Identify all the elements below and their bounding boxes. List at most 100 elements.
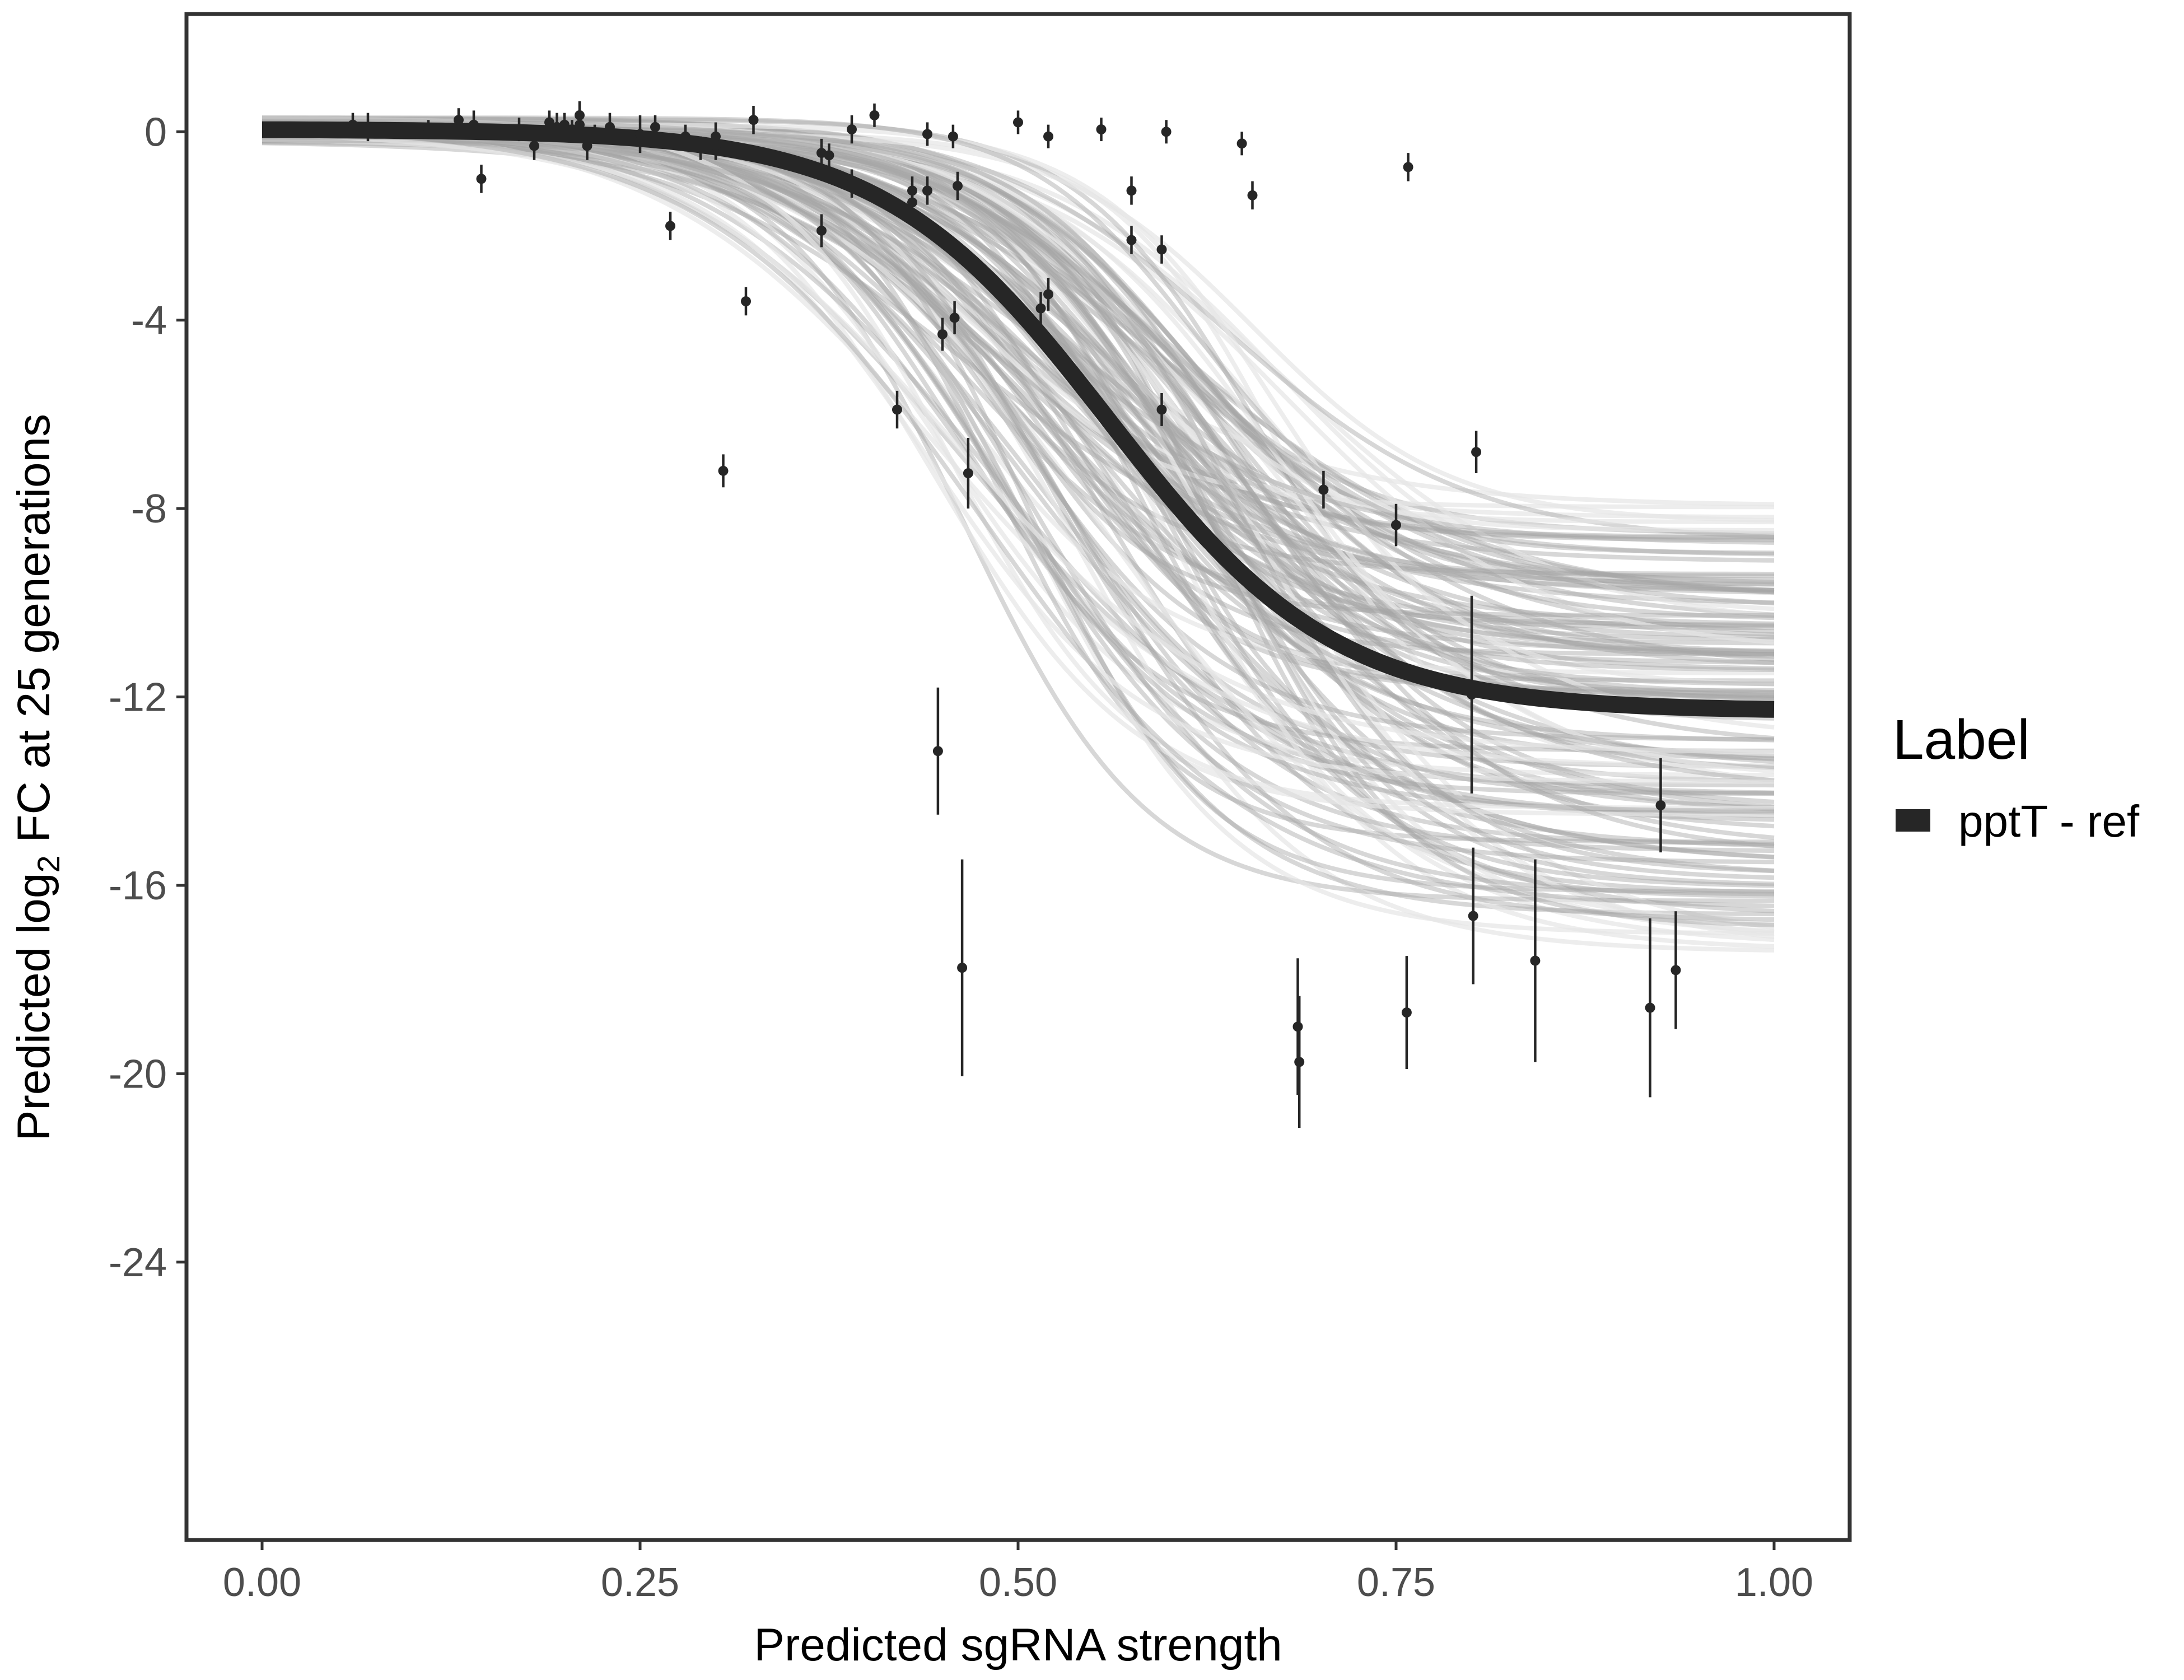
data-point (748, 106, 759, 134)
y-axis-title-subscript: 2 (31, 855, 66, 872)
point-marker (476, 174, 487, 184)
posterior-curve (262, 119, 1775, 849)
data-points-layer (348, 101, 1681, 1128)
data-point (1096, 118, 1107, 142)
point-marker (1401, 1007, 1412, 1018)
data-point (1126, 176, 1137, 205)
point-marker (582, 141, 592, 151)
point-marker (552, 122, 562, 132)
point-marker (816, 148, 827, 158)
point-marker (1161, 127, 1172, 137)
point-marker (529, 141, 539, 151)
point-marker (1156, 244, 1167, 255)
point-marker (953, 180, 963, 191)
data-point (937, 318, 948, 351)
y-tick-label: -4 (131, 298, 167, 343)
data-point (932, 687, 943, 815)
data-point (1530, 859, 1541, 1062)
data-point (718, 454, 729, 488)
point-marker (847, 124, 857, 135)
data-point (665, 212, 675, 240)
data-point (1391, 503, 1401, 547)
data-point (741, 287, 751, 316)
data-point (590, 124, 600, 144)
point-marker (696, 143, 706, 153)
point-marker (1655, 800, 1666, 810)
data-point (1035, 292, 1046, 325)
data-point (1247, 181, 1258, 210)
posterior-curve (262, 138, 1775, 922)
legend-title: Label (1893, 708, 2030, 771)
point-marker (650, 122, 660, 132)
point-marker (665, 221, 675, 231)
data-point (1156, 393, 1167, 426)
data-point (869, 103, 880, 127)
data-point (1401, 956, 1412, 1069)
point-marker (1292, 1021, 1303, 1032)
point-marker (1126, 185, 1137, 196)
point-marker (1471, 447, 1482, 458)
point-marker (605, 122, 615, 132)
point-marker (469, 124, 479, 135)
data-point (1294, 996, 1305, 1128)
y-tick-label: -20 (109, 1052, 167, 1096)
data-point (847, 169, 857, 198)
data-point (1236, 132, 1247, 156)
data-point (1471, 431, 1482, 474)
data-point (711, 132, 721, 160)
data-point (567, 120, 577, 139)
point-marker (363, 122, 373, 132)
data-point (1468, 847, 1478, 984)
data-point (635, 115, 645, 153)
point-marker (1236, 138, 1247, 149)
point-marker (1043, 131, 1053, 142)
posterior-curve (262, 132, 1775, 755)
data-point (1645, 918, 1655, 1098)
legend: Label pptT - ref (1893, 708, 2140, 846)
point-marker (1294, 1057, 1305, 1067)
data-point (1043, 124, 1053, 148)
point-marker (1126, 235, 1137, 245)
point-marker (937, 329, 948, 339)
point-marker (454, 115, 464, 125)
data-point (696, 136, 706, 160)
y-axis-title: Predicted log2 FC at 25 generations (8, 414, 66, 1141)
data-point (949, 301, 960, 334)
point-marker (1670, 965, 1681, 976)
data-point (816, 138, 827, 167)
point-marker (907, 185, 917, 196)
posterior-curve (262, 127, 1775, 908)
point-marker (1530, 955, 1541, 966)
point-marker (948, 131, 958, 142)
data-point (1161, 120, 1172, 144)
data-point (922, 176, 932, 205)
data-point (953, 171, 963, 200)
data-point (824, 143, 834, 167)
point-marker (741, 296, 751, 307)
point-marker (949, 312, 960, 323)
y-tick-label: -12 (109, 675, 167, 720)
data-point (922, 122, 932, 146)
fit-curve-layer (262, 121, 1775, 718)
x-tick-label: 0.25 (601, 1560, 679, 1605)
data-point (544, 110, 554, 134)
point-marker (1035, 303, 1046, 314)
data-point (1156, 235, 1167, 264)
point-marker (847, 178, 857, 189)
point-marker (892, 404, 902, 415)
x-axis-title: Predicted sgRNA strength (754, 1620, 1282, 1670)
point-marker (748, 115, 759, 125)
data-point (1126, 226, 1137, 254)
data-point (1655, 758, 1666, 853)
point-marker (1467, 689, 1477, 700)
x-tick-label: 1.00 (1735, 1560, 1813, 1605)
data-point (1318, 470, 1329, 509)
point-marker (711, 141, 721, 151)
fit-curve-pptT-ref (262, 121, 1775, 718)
point-marker (1645, 1002, 1655, 1013)
data-point (892, 390, 902, 429)
point-marker (932, 746, 943, 757)
point-marker (423, 124, 433, 135)
point-marker (567, 124, 577, 135)
